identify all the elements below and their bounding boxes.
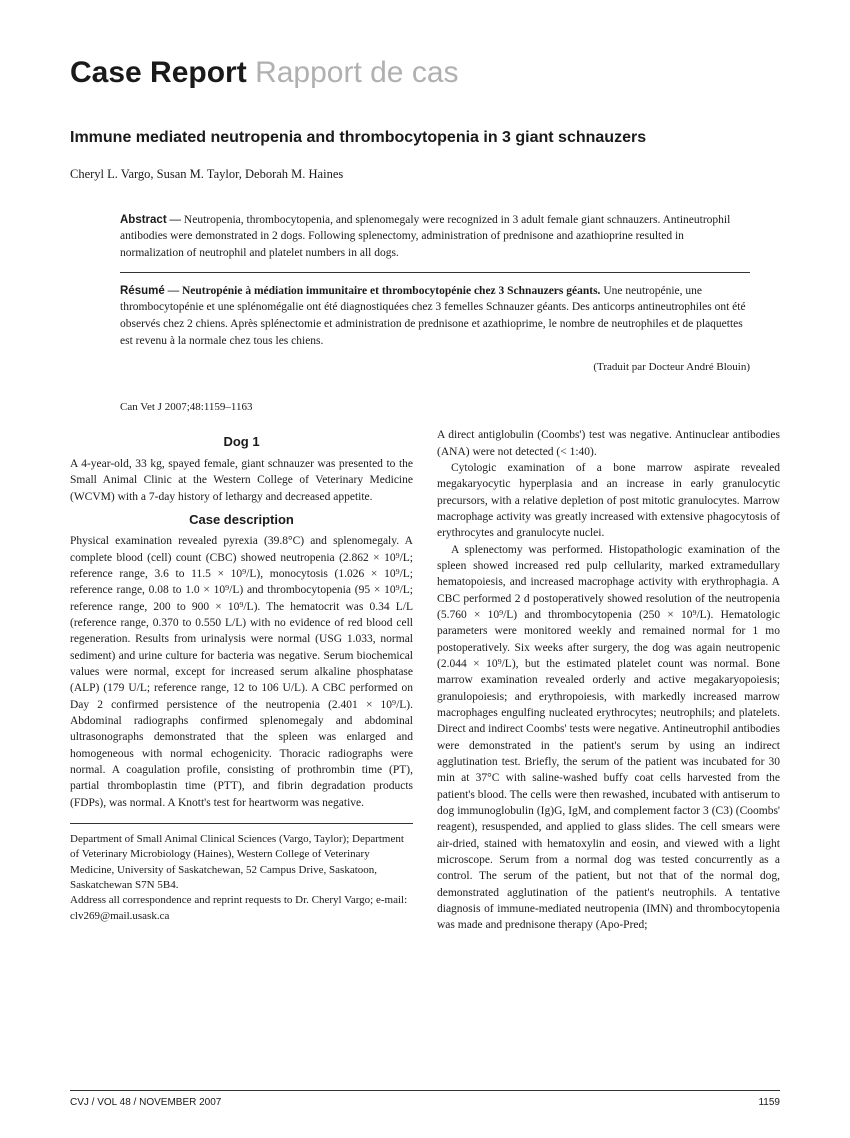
resume-bold-title: Neutropénie à médiation immunitaire et t… bbox=[182, 285, 600, 297]
article-authors: Cheryl L. Vargo, Susan M. Taylor, Debora… bbox=[70, 167, 780, 182]
resume-translator: (Traduit par Docteur André Blouin) bbox=[120, 360, 750, 376]
abstract-text: Neutropenia, thrombocytopenia, and splen… bbox=[120, 214, 730, 259]
affiliation-correspondence: Address all correspondence and reprint r… bbox=[70, 893, 413, 924]
footer-left: CVJ / VOL 48 / NOVEMBER 2007 bbox=[70, 1097, 221, 1108]
journal-citation: Can Vet J 2007;48:1159–1163 bbox=[120, 401, 780, 413]
report-type-header: Case Report Rapport de cas bbox=[70, 56, 780, 90]
abstract-paragraph: Abstract — Neutropenia, thrombocytopenia… bbox=[120, 212, 750, 262]
header-fr: Rapport de cas bbox=[255, 56, 458, 89]
page-footer: CVJ / VOL 48 / NOVEMBER 2007 1159 bbox=[70, 1090, 780, 1108]
col2-para2: Cytologic examination of a bone marrow a… bbox=[437, 460, 780, 542]
abstract-divider bbox=[120, 272, 750, 273]
abstract-resume-block: Abstract — Neutropenia, thrombocytopenia… bbox=[120, 202, 750, 396]
dog1-intro: A 4-year-old, 33 kg, spayed female, gian… bbox=[70, 456, 413, 505]
abstract-label: Abstract bbox=[120, 214, 167, 226]
body-columns: Dog 1 A 4-year-old, 33 kg, spayed female… bbox=[70, 427, 780, 933]
col2-para3: A splenectomy was performed. Histopathol… bbox=[437, 542, 780, 934]
section-head-dog1: Dog 1 bbox=[70, 433, 413, 451]
affiliation-block: Department of Small Animal Clinical Scie… bbox=[70, 823, 413, 924]
case-description-para: Physical examination revealed pyrexia (3… bbox=[70, 533, 413, 811]
column-left: Dog 1 A 4-year-old, 33 kg, spayed female… bbox=[70, 427, 413, 933]
article-title: Immune mediated neutropenia and thromboc… bbox=[70, 128, 780, 149]
resume-paragraph: Résumé — Neutropénie à médiation immunit… bbox=[120, 283, 750, 350]
column-right: A direct antiglobulin (Coombs') test was… bbox=[437, 427, 780, 933]
resume-label: Résumé bbox=[120, 285, 165, 297]
section-head-case: Case description bbox=[70, 511, 413, 529]
affiliation-dept: Department of Small Animal Clinical Scie… bbox=[70, 832, 413, 894]
col2-para1: A direct antiglobulin (Coombs') test was… bbox=[437, 427, 780, 460]
resume-sep: — bbox=[168, 285, 180, 297]
footer-right: 1159 bbox=[758, 1097, 780, 1108]
header-en: Case Report bbox=[70, 56, 247, 89]
abstract-sep: — bbox=[170, 214, 182, 226]
